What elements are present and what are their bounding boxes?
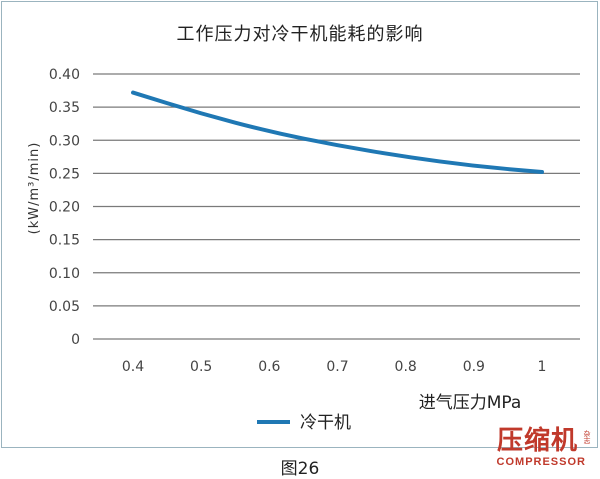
y-axis-label: (kW/m³/min) — [27, 142, 42, 235]
legend-label: 冷干机 — [300, 413, 351, 433]
chart-title: 工作压力对冷干机能耗的影响 — [177, 24, 424, 45]
x-tick-label: 1 — [538, 359, 547, 375]
x-tick-label: 0.6 — [258, 359, 280, 375]
series-line-0 — [133, 93, 542, 173]
logo-text-cn: 压缩机 — [497, 428, 578, 454]
x-tick-label: 0.9 — [463, 359, 485, 375]
y-tick-label: 0.35 — [49, 100, 80, 116]
y-tick-label: 0.30 — [49, 133, 80, 149]
y-tick-label: 0.20 — [49, 200, 80, 216]
figure-caption: 图26 — [0, 454, 600, 479]
x-tick-label: 0.5 — [190, 359, 212, 375]
line-chart: 工作压力对冷干机能耗的影响 0 0.05 0.10 0.15 0.20 0.25 0.30 0.… — [0, 0, 600, 450]
y-tick-label: 0 — [71, 332, 80, 348]
y-tick-label: 0.05 — [49, 299, 80, 315]
x-tick-label: 0.7 — [326, 359, 348, 375]
y-tick-label: 0.40 — [49, 67, 80, 83]
y-tick-label: 0.15 — [49, 233, 80, 249]
y-tick-label: 0.10 — [49, 266, 80, 282]
x-axis-label: 进气压力MPa — [419, 393, 522, 413]
x-tick-label: 0.8 — [395, 359, 417, 375]
y-tick-label: 0.25 — [49, 166, 80, 182]
x-tick-label: 0.4 — [122, 359, 144, 375]
logo-text-small: 杂志 — [582, 430, 592, 444]
chart-panel: 工作压力对冷干机能耗的影响 0 0.05 0.10 0.15 0.20 0.25 0.30 0.… — [0, 0, 600, 450]
